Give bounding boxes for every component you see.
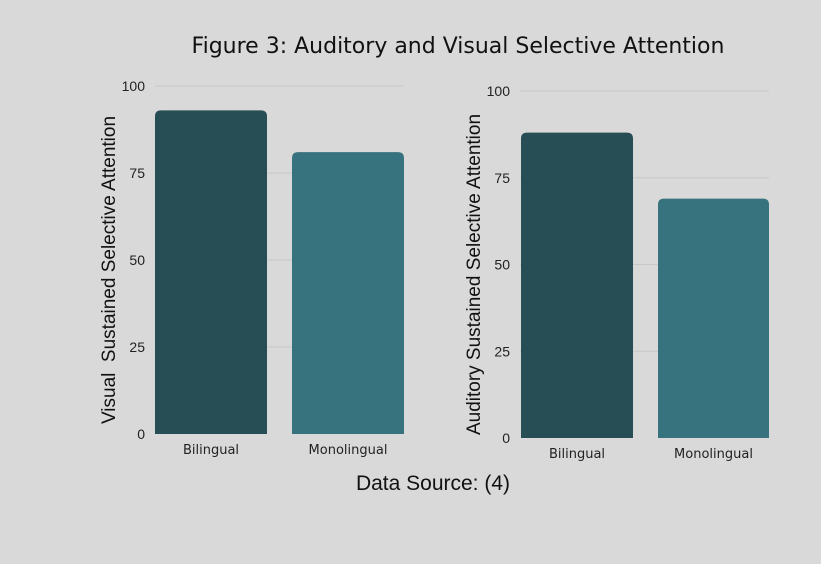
y-tick-label: 0 (502, 430, 510, 446)
x-category-label: Bilingual (183, 443, 239, 458)
x-category-label: Monolingual (309, 443, 388, 458)
y-axis-title: Auditory Sustained Selective Attention (464, 114, 485, 435)
figure-title: Figure 3: Auditory and Visual Selective … (191, 34, 725, 59)
y-tick-label: 0 (137, 426, 145, 442)
x-category-label: Bilingual (549, 447, 605, 462)
y-tick-label: 50 (129, 252, 145, 268)
bar-monolingual (658, 198, 769, 438)
x-category-label: Monolingual (674, 447, 753, 462)
y-tick-label: 25 (129, 339, 145, 355)
y-tick-label: 75 (129, 165, 145, 181)
bar-bilingual (155, 110, 267, 435)
bar-monolingual (292, 152, 404, 434)
y-tick-label: 100 (122, 78, 146, 94)
data-source-caption: Data Source: (4) (355, 472, 511, 495)
y-axis-title: Visual Sustained Selective Attention (99, 116, 120, 424)
y-tick-label: 25 (494, 343, 510, 359)
y-tick-label: 50 (494, 257, 510, 273)
bar-bilingual (521, 132, 633, 438)
y-tick-label: 75 (494, 170, 510, 186)
y-tick-label: 100 (487, 83, 511, 99)
